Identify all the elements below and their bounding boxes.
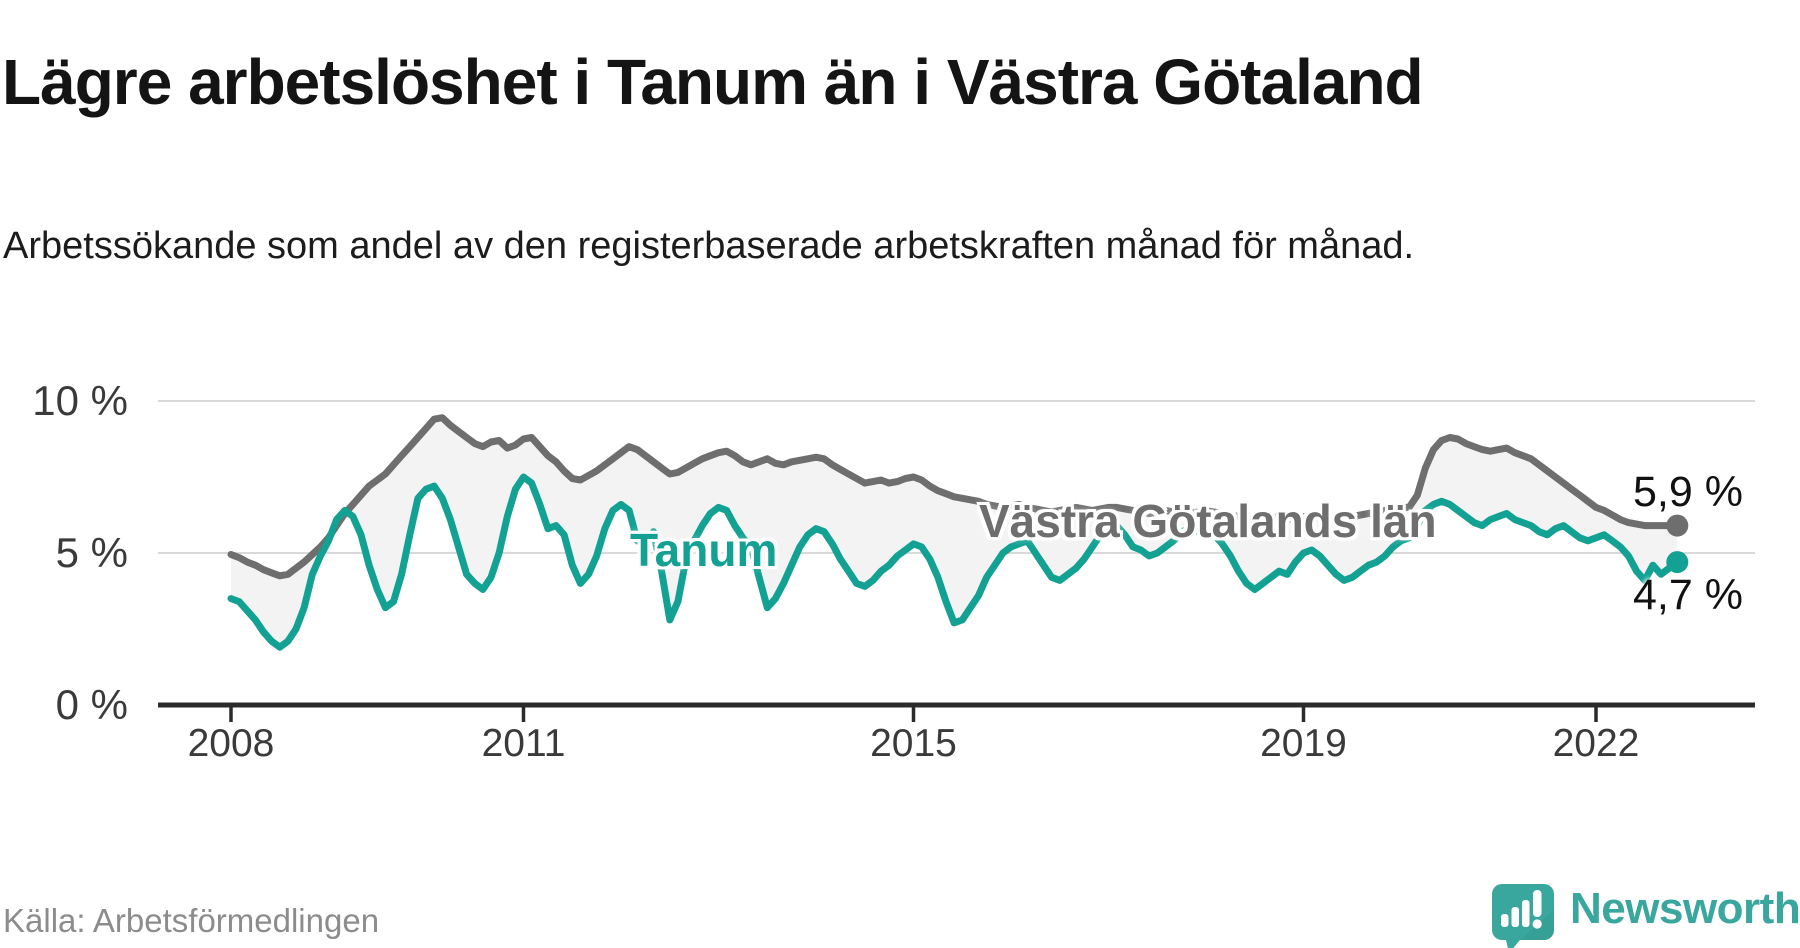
vastra-gotaland-end-dot [1666,514,1689,537]
x-tick-label-2011: 2011 [481,722,566,765]
source-note: Källa: Arbetsförmedlingen [3,902,380,939]
newsworthy-wordmark: Newsworthy [1570,884,1800,933]
vastra-gotaland-end-value-label: 5,9 % [1633,468,1743,516]
newsworthy-branding: Newsworthy [1490,880,1800,948]
x-tick-label-2008: 2008 [187,722,275,765]
tanum-series-label: Tanum [630,524,778,576]
x-tick-label-2015: 2015 [870,722,957,765]
x-tick-label-2022: 2022 [1552,722,1640,765]
tanum-end-value-label: 4,7 % [1633,571,1743,619]
tanum-end-dot [1666,551,1689,574]
x-axis-ticks [229,707,1598,722]
y-tick-label-10: 10 % [32,377,128,424]
band-fill-between-series [231,417,1678,648]
vastra-gotaland-series-label: Västra Götalands län [979,495,1437,547]
y-tick-label-0: 0 % [55,681,128,728]
y-tick-label-5: 5 % [55,529,128,576]
tanum-line [227,473,1681,651]
vastra-gotaland-line [227,414,1681,580]
page-title: Lägre arbetslöshet i Tanum än i Västra G… [2,45,1424,118]
chart-subtitle: Arbetssökande som andel av den registerb… [3,225,1415,267]
newsworthy-logo-icon [1492,884,1554,948]
x-tick-label-2019: 2019 [1260,722,1347,765]
